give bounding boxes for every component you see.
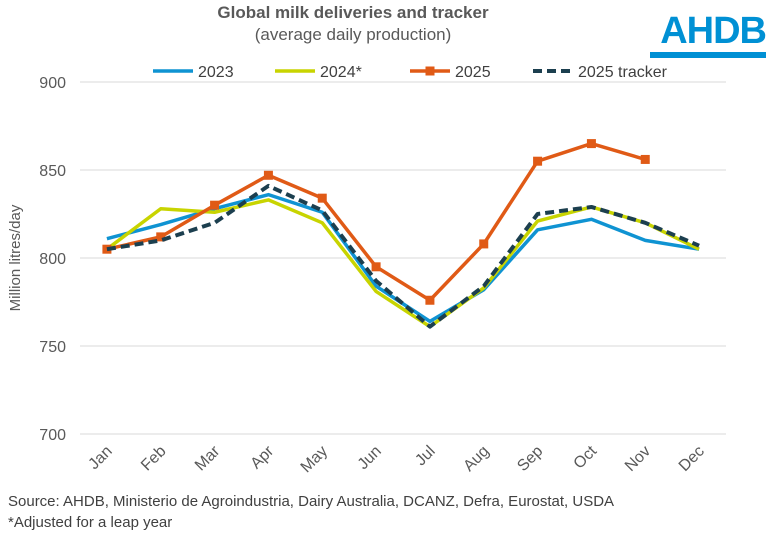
data-marker <box>371 262 381 272</box>
chart-subtitle: (average daily production) <box>254 25 452 44</box>
data-marker <box>586 139 596 149</box>
x-tick-label: Oct <box>571 442 601 472</box>
x-tick-label: Dec <box>676 443 708 475</box>
x-tick-label: Aug <box>460 443 492 475</box>
data-marker <box>263 170 273 180</box>
legend-label: 2023 <box>198 64 234 81</box>
data-marker <box>425 295 435 305</box>
chart-title: Global milk deliveries and tracker <box>217 3 489 22</box>
y-tick-label: 900 <box>39 75 66 92</box>
legend-label: 2024* <box>320 64 362 81</box>
x-tick-label: Jan <box>85 443 115 473</box>
y-tick-label: 700 <box>39 427 66 444</box>
x-tick-label: Jun <box>355 443 385 473</box>
data-marker <box>640 154 650 164</box>
legend-item: 2024* <box>275 64 362 81</box>
y-axis-label: Million litres/day <box>7 204 24 311</box>
x-tick-label: May <box>298 443 331 476</box>
x-tick-label: Mar <box>192 442 224 474</box>
series-line-2025 <box>106 141 646 302</box>
data-marker <box>479 239 489 249</box>
data-marker <box>156 232 166 242</box>
legend-marker <box>425 66 435 76</box>
series-line-2024 <box>105 198 700 329</box>
legend-item: 2025 <box>410 64 491 81</box>
legend-label: 2025 <box>455 64 491 81</box>
data-marker <box>210 200 220 210</box>
x-tick-label: Nov <box>622 443 654 475</box>
footnote: *Adjusted for a leap year <box>8 514 173 531</box>
legend-item: 2025 tracker <box>533 64 668 81</box>
y-tick-label: 750 <box>39 339 66 356</box>
legend-item: 2023 <box>153 64 234 81</box>
legend-label: 2025 tracker <box>578 64 668 81</box>
source-note: Source: AHDB, Ministerio de Agroindustri… <box>8 493 615 510</box>
x-tick-label: Jul <box>412 443 438 469</box>
x-tick-label: Sep <box>514 443 546 475</box>
data-marker <box>533 156 543 166</box>
y-tick-label: 800 <box>39 251 66 268</box>
x-tick-label: Feb <box>138 443 170 475</box>
y-tick-label: 850 <box>39 163 66 180</box>
data-marker <box>317 193 327 203</box>
x-tick-label: Apr <box>248 442 278 472</box>
series-line-2025tracker <box>106 183 700 329</box>
ahdb-logo: AHDB <box>650 4 770 58</box>
